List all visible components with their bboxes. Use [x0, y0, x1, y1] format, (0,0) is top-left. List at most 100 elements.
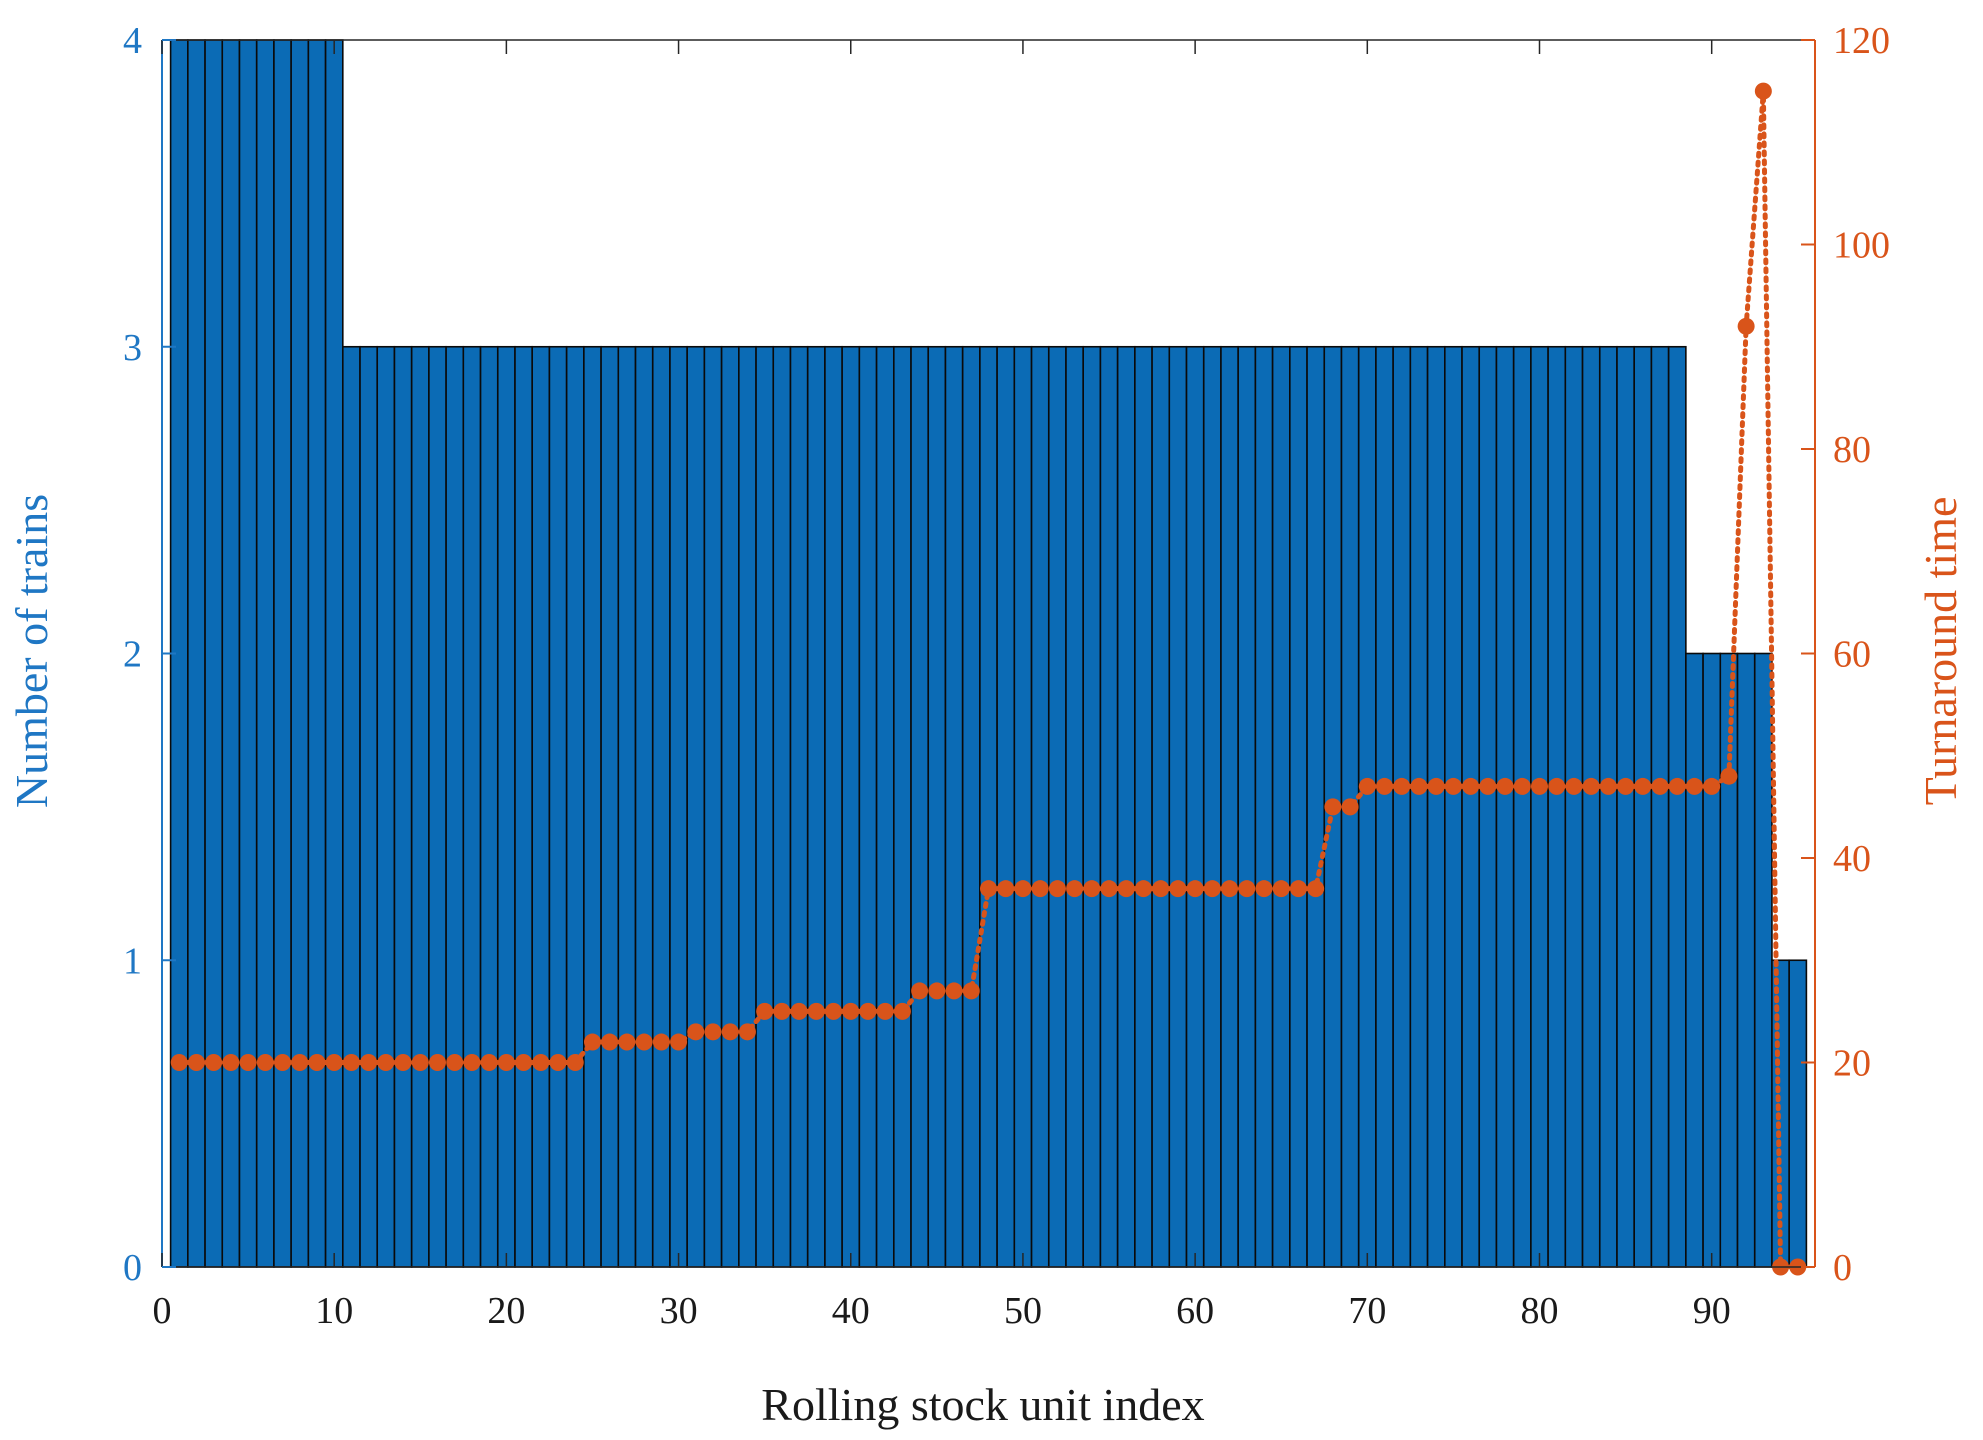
line-point [601, 1033, 619, 1051]
bar [875, 345, 895, 1268]
x-tick-label: 40 [832, 1290, 870, 1332]
line-point [1272, 880, 1290, 898]
line-point [1496, 777, 1514, 795]
line-point [1255, 880, 1273, 898]
line-point [532, 1054, 550, 1071]
line-point [756, 1002, 774, 1020]
bar [514, 345, 533, 1268]
line-point [945, 982, 963, 1000]
y-left-tick-label: 4 [123, 20, 142, 62]
bar [255, 39, 275, 1268]
y-left-tick-label: 0 [123, 1247, 142, 1289]
line-point [1031, 880, 1049, 898]
line-point [239, 1054, 257, 1071]
line-point [342, 1054, 360, 1071]
line-point [1186, 880, 1204, 898]
x-tick-label: 0 [153, 1290, 172, 1332]
line-point [1651, 777, 1669, 795]
x-tick-label: 30 [660, 1290, 698, 1332]
line-point [1513, 777, 1531, 795]
y-left-tick-label: 3 [123, 327, 142, 369]
line-point [1221, 880, 1239, 898]
line-point [825, 1002, 843, 1020]
bar [531, 345, 551, 1268]
line-point [1376, 777, 1394, 795]
line-point [1048, 880, 1066, 898]
y-left-tick-label: 2 [123, 634, 142, 676]
line-point [738, 1023, 756, 1041]
bar [841, 345, 861, 1268]
bar [238, 39, 258, 1268]
line-point [1341, 798, 1359, 816]
line-point [1203, 880, 1221, 898]
line-point [222, 1054, 240, 1071]
line-point [1307, 880, 1325, 898]
y-right-tick-label: 40 [1833, 838, 1871, 880]
line-point [1358, 777, 1376, 795]
bar [1357, 345, 1377, 1268]
bar [324, 39, 344, 1268]
bar [1495, 345, 1515, 1268]
y-axis-right-label: Turnaround time [1915, 497, 1966, 806]
line-point [170, 1054, 188, 1071]
line-point [962, 982, 980, 1000]
x-tick-label: 20 [487, 1290, 525, 1332]
bar [1530, 345, 1549, 1268]
line-point [1427, 777, 1445, 795]
bar [1788, 959, 1808, 1268]
line-point [1117, 880, 1135, 898]
line-point [1582, 777, 1600, 795]
line-point [807, 1002, 825, 1020]
bar [910, 345, 930, 1268]
bar [961, 345, 981, 1268]
bar [720, 345, 740, 1268]
bar [996, 345, 1016, 1268]
line-point [1754, 82, 1772, 100]
line-point [997, 880, 1015, 898]
bar [755, 345, 775, 1268]
bar [600, 345, 620, 1268]
bar [1426, 345, 1446, 1268]
line-point [1617, 777, 1635, 795]
line-point [394, 1054, 412, 1071]
bar [1030, 345, 1050, 1268]
line-point [1083, 880, 1101, 898]
bar [1151, 345, 1171, 1268]
y-right-tick-label: 20 [1833, 1043, 1871, 1085]
bar [1116, 345, 1136, 1268]
line-point [773, 1002, 791, 1020]
line-point [1668, 777, 1686, 795]
bar [221, 39, 241, 1268]
line-point [377, 1054, 395, 1071]
line-point [480, 1054, 498, 1071]
bar [1134, 345, 1153, 1268]
bar [376, 345, 396, 1268]
bar [1685, 652, 1704, 1268]
bar [1753, 652, 1773, 1268]
bar [290, 39, 310, 1268]
bar [669, 345, 688, 1268]
line-point [1393, 777, 1411, 795]
line-point [583, 1033, 601, 1051]
bar [496, 345, 516, 1268]
line-layer [170, 82, 1807, 1276]
line-point [429, 1054, 446, 1071]
line-point [1169, 880, 1187, 898]
line-point [635, 1033, 653, 1051]
line-point [911, 982, 929, 1000]
line-point [1066, 880, 1084, 898]
bar [428, 345, 447, 1268]
line-point [704, 1023, 722, 1041]
bar [651, 345, 671, 1268]
line-point [325, 1054, 343, 1071]
line-point [670, 1033, 688, 1051]
bar [1564, 345, 1584, 1268]
x-tick-label: 10 [315, 1290, 353, 1332]
bar [1392, 345, 1412, 1268]
bar [979, 345, 998, 1268]
line-point [566, 1054, 584, 1071]
line-point [274, 1054, 292, 1071]
bar [1289, 345, 1308, 1268]
bar [548, 345, 568, 1268]
